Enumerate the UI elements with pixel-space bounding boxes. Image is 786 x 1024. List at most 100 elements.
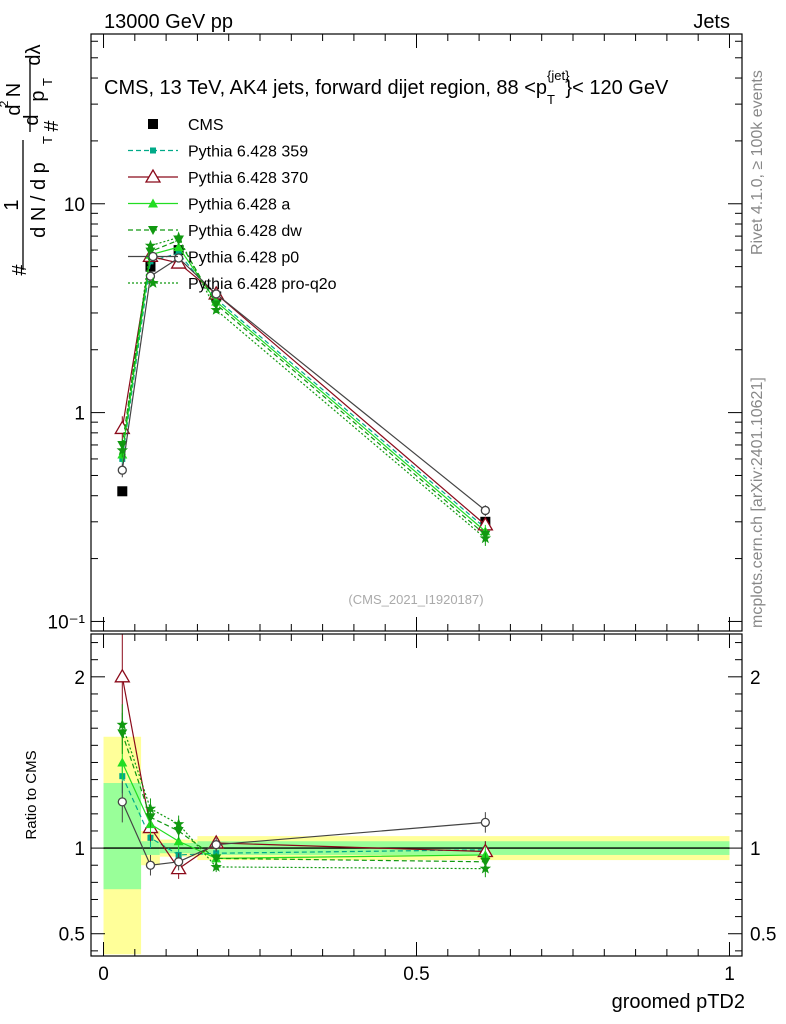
data-point-5-2 [173,253,184,263]
ratio-point-5-3 [210,860,222,872]
ratio-line-3 [121,733,486,863]
data-point-6-0 [116,444,128,456]
ylabel-dN-dpT: d N / d p [28,162,50,238]
main-axes: 10⁻¹ 1 10 [48,34,742,633]
y-tick-label: 10⁻¹ [48,612,86,633]
data-point-5-0 [117,465,127,475]
ratio-y-tick-label: 0.5 [59,925,85,946]
data-point-3-2 [173,242,184,252]
ratio-point-3-3 [211,854,222,864]
data-point-5-1 [145,271,156,281]
header-collision-energy: 13000 GeV pp [104,11,233,33]
ratio-y-tick-label-right: 0.5 [750,925,776,946]
ratio-axes: 0.5 0.5 1 1 2 2 0 0.5 1 [59,634,776,985]
ylabel-sup-2: 2 [0,100,11,107]
legend-marker-6 [147,277,159,288]
legend-label-6: Pythia 6.428 pro-q2o [188,276,337,293]
plot-title-main: CMS, 13 TeV, AK4 jets, forward dijet reg… [104,77,547,99]
legend-marker-4 [148,226,158,235]
legend-marker-0 [148,119,158,129]
ratio-point-5-0 [116,718,128,730]
ylabel-dlambda: dλ [23,44,45,65]
plot-title: CMS, 13 TeV, AK4 jets, forward dijet reg… [104,68,669,107]
ylabel-N: N [3,83,25,97]
ratio-plot-frame [90,633,743,957]
main-plot-panel: 10⁻¹ 1 10 CMS, 13 TeV, AK4 jets, forward d… [0,33,743,633]
ylabel-one: 1 [1,199,23,210]
legend-label-3: Pythia 6.428 a [188,197,290,214]
ratio-y-tick-label: 2 [74,668,85,689]
plot-title-sub: T [547,92,555,107]
ratio-y-tick-label: 1 [74,839,85,860]
legend-marker-3 [148,198,158,208]
ratio-y-tick-label-right: 2 [750,668,761,689]
ratio-point-5-2 [172,818,185,829]
legend-label-2: Pythia 6.428 370 [188,170,308,187]
ylabel-hash-2: # [41,120,63,132]
legend-entry-1: Pythia 6.428 359 [128,144,308,161]
y-tick-label: 10 [64,195,85,216]
ylabel-p: p [27,90,49,101]
ratio-uncertainty-bands [103,736,730,955]
ratio-point-4-4 [480,817,491,828]
plot-title-end: }< 120 GeV [565,77,669,99]
ylabel-d2: d [3,104,25,115]
data-point-1-2 [175,250,182,257]
x-axis-label: groomed pTD2 [612,991,745,1013]
plot-title-sup: {jet} [547,68,570,83]
legend-label-1: Pythia 6.428 359 [188,144,308,161]
series-5 [117,253,491,516]
legend-label-0: CMS [188,117,224,134]
ratio-point-5-4 [479,862,492,874]
legend: CMS Pythia 6.428 359 Pythia 6.428 370 Pythi… [128,117,337,293]
data-point-6-4 [479,532,492,544]
ratio-plot-panel: 0.5 0.5 1 1 2 2 0 0.5 1 Ratio to CMS groomed pTD… [23,633,776,1013]
data-point-5-4 [480,505,491,516]
data-point-6-3 [210,304,222,315]
ylabel-sub-T-2: T [40,78,55,86]
data-point-6-2 [172,231,185,243]
legend-entry-5: Pythia 6.428 p0 [128,250,299,267]
data-point-4-1 [145,247,156,257]
ratio-point-2-2 [173,836,184,846]
legend-entry-4: Pythia 6.428 dw [128,223,302,240]
ratio-point-5-1 [144,802,157,814]
ratio-series-5 [116,704,492,878]
legend-marker-2 [144,168,162,183]
main-plot-marks [114,231,494,546]
ratio-y-axis-label: Ratio to CMS [23,750,40,839]
data-point-5-3 [211,289,221,299]
ylabel-hash-1: # [9,264,31,276]
legend-entry-3: Pythia 6.428 a [128,197,290,214]
ratio-point-4-3 [211,840,221,850]
series-line-6 [121,236,486,539]
legend-label-5: Pythia 6.428 p0 [188,250,299,267]
data-point-0-0 [117,486,128,497]
x-tick-label: 1 [724,964,735,985]
rivet-version-label: Rivet 4.1.0, ≥ 100k events [749,70,766,255]
header-analysis-type: Jets [693,11,730,33]
data-point-6-1 [144,239,157,251]
legend-entry-0: CMS [148,117,224,134]
ratio-plot-marks [114,634,494,879]
data-point-0-1 [145,261,156,272]
legend-marker-5 [148,251,158,262]
analysis-watermark: (CMS_2021_I1920187) [348,592,483,607]
ratio-point-4-2 [173,857,184,867]
ratio-series-4 [117,781,491,876]
main-y-axis-label: #1d N / d pT#dpTd2Ndλ [0,44,63,275]
x-tick-label: 0.5 [403,964,429,985]
legend-entry-2: Pythia 6.428 370 [128,168,308,187]
ratio-y-tick-label-right: 1 [750,839,761,860]
series-6 [116,231,492,546]
legend-label-4: Pythia 6.428 dw [188,223,302,240]
y-tick-label: 1 [74,404,85,425]
x-tick-label: 0 [98,964,109,985]
ylabel-sub-T-1: T [40,136,55,144]
ratio-point-2-0 [117,757,128,767]
legend-entry-6: Pythia 6.428 pro-q2o [128,276,337,293]
ratio-point-1-0 [114,668,131,683]
legend-marker-1 [150,147,156,154]
mcplots-source-label: mcplots.cern.ch [arXiv:2401.10621] [749,377,766,628]
